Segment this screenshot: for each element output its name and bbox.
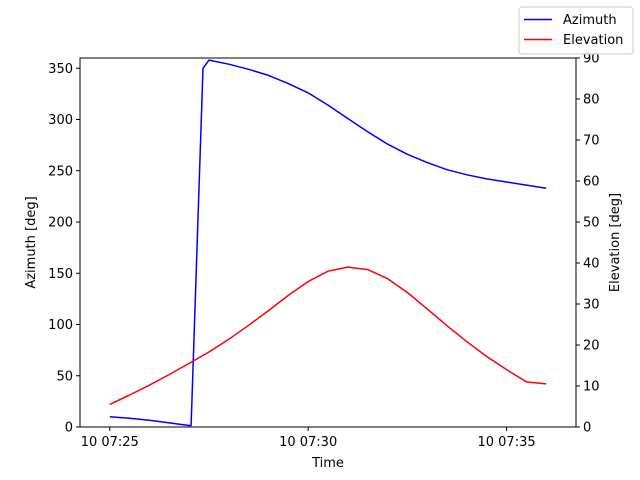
- series-line-azimuth: [109, 59, 547, 427]
- y-right-tick-label: 40: [583, 257, 600, 272]
- y-left-tick-label: 0: [65, 421, 73, 436]
- legend-label-azimuth: Azimuth: [563, 13, 617, 28]
- legend: Azimuth Elevation: [518, 6, 634, 55]
- y-left-tick-label: 350: [48, 62, 73, 77]
- y-left-tick-label: 50: [56, 369, 73, 384]
- series-line-elevation: [109, 266, 547, 406]
- y-left-tick-label: 100: [48, 318, 73, 333]
- plot-frame: [79, 57, 577, 428]
- legend-label-elevation: Elevation: [563, 33, 623, 48]
- x-axis: 10 07:25 10 07:30 10 07:35: [81, 427, 536, 450]
- x-tick-label: 10 07:35: [477, 435, 535, 450]
- y-right-tick-label: 0: [583, 421, 591, 436]
- y-left-tick-label: 150: [48, 267, 73, 282]
- plot-lines: [109, 59, 547, 427]
- x-tick-label: 10 07:30: [279, 435, 337, 450]
- y-right-tick-label: 60: [583, 175, 600, 190]
- x-axis-label: Time: [311, 456, 344, 471]
- x-tick-label: 10 07:25: [81, 435, 139, 450]
- y-right-tick-label: 10: [583, 380, 600, 395]
- y-right-tick-label: 70: [583, 134, 600, 149]
- y-axis-right-label: Elevation [deg]: [608, 193, 623, 292]
- y-axis-left-label: Azimuth [deg]: [24, 196, 39, 288]
- y-right-tick-label: 30: [583, 298, 600, 313]
- y-left-tick-label: 200: [48, 216, 73, 231]
- y-axis-right: 0 10 20 30 40 50 60 70 80 90: [576, 52, 600, 436]
- y-left-tick-label: 300: [48, 113, 73, 128]
- y-left-tick-label: 250: [48, 164, 73, 179]
- y-right-tick-label: 90: [583, 52, 600, 67]
- y-right-tick-label: 50: [583, 216, 600, 231]
- y-right-tick-label: 80: [583, 93, 600, 108]
- y-axis-left: 0 50 100 150 200 250 300 350: [48, 62, 80, 436]
- y-right-tick-label: 20: [583, 339, 600, 354]
